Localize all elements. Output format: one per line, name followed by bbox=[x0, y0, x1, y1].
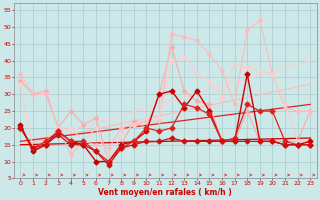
X-axis label: Vent moyen/en rafales ( km/h ): Vent moyen/en rafales ( km/h ) bbox=[99, 188, 232, 197]
